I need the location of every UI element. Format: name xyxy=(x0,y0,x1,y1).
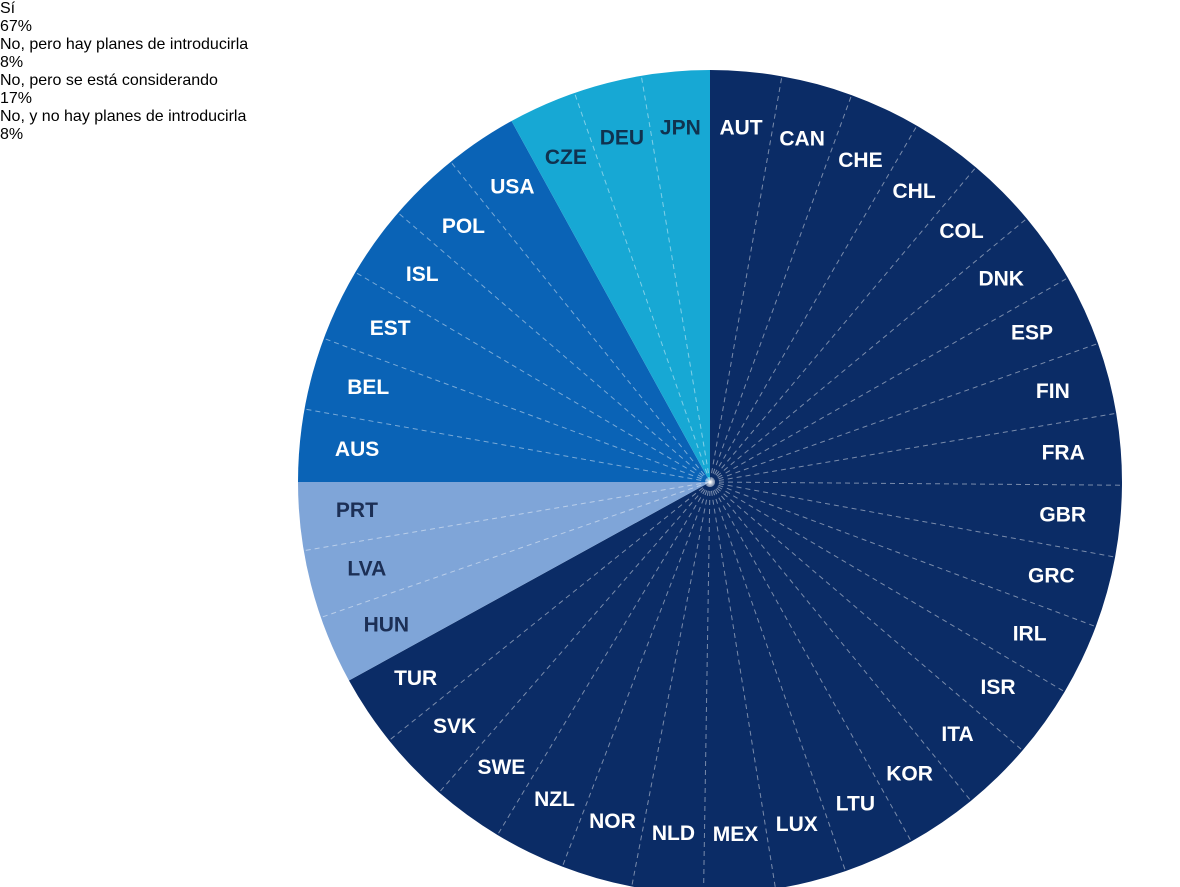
country-label: KOR xyxy=(886,762,933,785)
slice xyxy=(298,482,710,681)
divider xyxy=(709,481,846,872)
slice-percent: 17% xyxy=(0,90,33,107)
slice-label: Sí 67% xyxy=(0,0,60,36)
country-label: NOR xyxy=(589,810,636,833)
divider xyxy=(709,481,1122,486)
country-label: PRT xyxy=(336,499,378,522)
country-label: DEU xyxy=(600,126,644,149)
divider xyxy=(438,481,711,793)
country-label: USA xyxy=(490,175,534,198)
divider xyxy=(355,271,711,483)
country-label: BEL xyxy=(347,376,389,399)
divider xyxy=(709,412,1117,483)
divider xyxy=(703,481,711,887)
divider xyxy=(709,125,918,483)
country-label: SVK xyxy=(433,715,476,738)
slice-percent: 8% xyxy=(0,126,24,143)
slice-name: Sí xyxy=(0,0,16,17)
divider xyxy=(709,481,1116,558)
country-label: GRC xyxy=(1028,564,1075,587)
divider xyxy=(709,481,1096,628)
divider xyxy=(709,218,1028,483)
country-label: CHE xyxy=(838,149,882,172)
country-label: FIN xyxy=(1036,380,1070,403)
country-label: FRA xyxy=(1042,441,1085,464)
country-label: NLD xyxy=(652,822,695,845)
slice xyxy=(511,70,710,482)
divider xyxy=(709,277,1069,483)
country-label: DNK xyxy=(978,268,1024,291)
slice-label: No, pero hay planes de introducirla 8% xyxy=(0,36,290,72)
divider xyxy=(388,481,711,741)
slice-label: No, y no hay planes de introducirla 8% xyxy=(0,108,500,144)
divider xyxy=(709,481,912,842)
country-label: CAN xyxy=(779,127,825,150)
country-label: HUN xyxy=(364,614,410,637)
divider xyxy=(497,481,711,836)
country-label: ESP xyxy=(1011,322,1053,345)
country-label: LVA xyxy=(347,558,386,581)
country-label: AUT xyxy=(719,117,762,140)
slice-percent: 67% xyxy=(0,18,33,35)
country-label: CZE xyxy=(545,146,587,169)
divider xyxy=(320,481,711,618)
divider xyxy=(574,92,711,483)
slice-name: No, y no hay planes de introducirla xyxy=(0,108,247,125)
country-label: LTU xyxy=(836,793,875,816)
country-label: IRL xyxy=(1013,623,1047,646)
divider xyxy=(709,481,1065,693)
country-label: CHL xyxy=(893,180,936,203)
country-label: SWE xyxy=(477,756,525,779)
divider xyxy=(709,342,1099,483)
divider xyxy=(709,481,1023,751)
slice xyxy=(348,70,1122,887)
country-label: ISR xyxy=(981,676,1016,699)
divider xyxy=(709,481,776,887)
divider xyxy=(450,161,711,483)
slice xyxy=(298,120,710,483)
divider xyxy=(709,94,853,483)
divider xyxy=(709,166,977,483)
country-label: ISL xyxy=(406,263,439,286)
country-label: AUS xyxy=(335,438,379,461)
country-label: EST xyxy=(370,317,411,340)
slice-name: No, pero se está considerando xyxy=(0,72,218,89)
divider xyxy=(709,76,783,483)
country-label: LUX xyxy=(776,813,818,836)
divider xyxy=(323,337,711,483)
country-label: GBR xyxy=(1039,503,1086,526)
slice-name: No, pero hay planes de introducirla xyxy=(0,36,249,53)
country-label: POL xyxy=(442,215,485,238)
divider xyxy=(304,408,711,483)
country-label: TUR xyxy=(394,667,437,690)
divider xyxy=(709,481,972,802)
country-label: NZL xyxy=(534,788,575,811)
divider xyxy=(640,75,711,483)
country-label: COL xyxy=(939,220,984,243)
country-label: MEX xyxy=(713,823,759,846)
slice-percent: 8% xyxy=(0,54,24,71)
divider xyxy=(631,481,711,887)
country-label: JPN xyxy=(660,116,701,139)
divider xyxy=(397,212,711,483)
slice-label: No, pero se está considerando 17% xyxy=(0,72,220,108)
divider xyxy=(561,481,711,867)
divider xyxy=(303,481,711,552)
country-label: ITA xyxy=(941,723,973,746)
